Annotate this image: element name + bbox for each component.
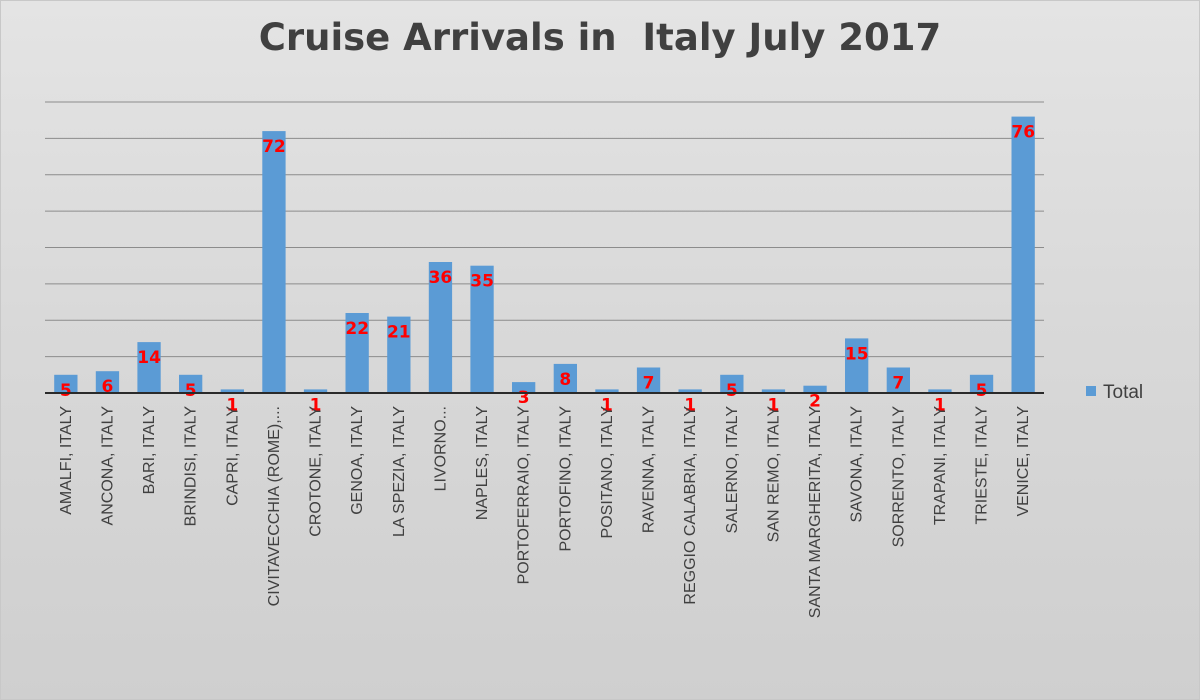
bars xyxy=(54,116,1035,393)
bar xyxy=(262,131,286,393)
data-label: 6 xyxy=(101,377,113,397)
category-label: CIVITAVECCHIA (ROME),... xyxy=(266,406,283,606)
data-label: 5 xyxy=(60,381,72,401)
data-label: 5 xyxy=(726,381,738,401)
bar xyxy=(803,385,827,393)
category-label: SAN REMO, ITALY xyxy=(765,406,782,543)
bar xyxy=(428,262,453,393)
category-label: POSITANO, ITALY xyxy=(599,406,616,539)
category-label: PORTOFERRAIO, ITALY xyxy=(516,406,533,585)
bar xyxy=(54,374,78,393)
data-label: 35 xyxy=(470,272,494,292)
category-label: SAVONA, ITALY xyxy=(849,406,866,523)
category-label: REGGIO CALABRIA, ITALY xyxy=(682,406,699,605)
category-label: RAVENNA, ITALY xyxy=(641,406,658,533)
data-label: 2 xyxy=(809,392,821,412)
category-label: NAPLES, ITALY xyxy=(474,406,491,520)
category-label: GENOA, ITALY xyxy=(349,406,366,515)
data-label: 22 xyxy=(345,319,369,339)
category-label: ANCONA, ITALY xyxy=(99,406,116,526)
bar xyxy=(95,371,120,393)
category-label: CAPRI, ITALY xyxy=(224,406,241,506)
category-label: BARI, ITALY xyxy=(141,406,158,495)
bar xyxy=(470,265,494,393)
data-label: 72 xyxy=(262,137,286,157)
data-label: 3 xyxy=(518,388,530,408)
bar xyxy=(678,389,702,393)
bar xyxy=(345,313,369,393)
data-label: 5 xyxy=(976,381,988,401)
bar xyxy=(1011,116,1035,393)
data-label: 76 xyxy=(1011,123,1035,143)
data-label: 21 xyxy=(387,323,411,343)
category-label: SALERNO, ITALY xyxy=(724,406,741,534)
category-labels: AMALFI, ITALY ANCONA, ITALY BARI, ITALY BRI… xyxy=(58,406,1032,619)
bar xyxy=(179,374,203,393)
legend-swatch xyxy=(1086,386,1096,396)
bar xyxy=(761,389,786,393)
bar xyxy=(137,342,161,393)
bar xyxy=(553,363,577,393)
legend: Total xyxy=(1086,382,1143,403)
bar xyxy=(303,389,328,393)
category-label: CROTONE, ITALY xyxy=(308,406,325,537)
data-label: 1 xyxy=(310,395,322,415)
data-label: 1 xyxy=(767,395,779,415)
data-label: 1 xyxy=(684,395,696,415)
bar xyxy=(886,367,910,393)
bar xyxy=(387,316,411,393)
data-label: 7 xyxy=(643,374,655,394)
category-label: LA SPEZIA, ITALY xyxy=(391,406,408,537)
category-label: TRIESTE, ITALY xyxy=(974,406,991,525)
category-label: SORRENTO, ITALY xyxy=(890,406,907,548)
bar xyxy=(512,382,536,393)
category-label: VENICE, ITALY xyxy=(1015,406,1032,517)
data-label: 7 xyxy=(892,374,904,394)
data-label: 14 xyxy=(137,348,161,368)
legend-label: Total xyxy=(1103,382,1143,403)
gridlines xyxy=(45,101,1044,358)
bar xyxy=(220,389,244,393)
bar xyxy=(845,338,869,393)
chart-title: Cruise Arrivals in Italy July 2017 xyxy=(259,16,942,59)
bar xyxy=(720,374,744,393)
data-label: 5 xyxy=(185,381,197,401)
bar xyxy=(636,367,661,393)
category-label: BRINDISI, ITALY xyxy=(183,406,200,527)
data-label: 1 xyxy=(934,395,946,415)
bar xyxy=(969,374,994,393)
category-label: TRAPANI, ITALY xyxy=(932,406,949,525)
data-label: 36 xyxy=(429,268,453,288)
bar xyxy=(595,389,619,393)
data-label: 15 xyxy=(845,344,869,364)
bar xyxy=(928,389,952,393)
category-label: SANTA MARGHERITA, ITALY xyxy=(807,406,824,619)
data-label: 8 xyxy=(559,370,571,390)
data-label: 1 xyxy=(226,395,238,415)
category-label: AMALFI, ITALY xyxy=(58,406,75,515)
category-label: LIVORNO... xyxy=(432,406,449,491)
data-label: 1 xyxy=(601,395,613,415)
category-label: PORTOFINO, ITALY xyxy=(557,406,574,552)
